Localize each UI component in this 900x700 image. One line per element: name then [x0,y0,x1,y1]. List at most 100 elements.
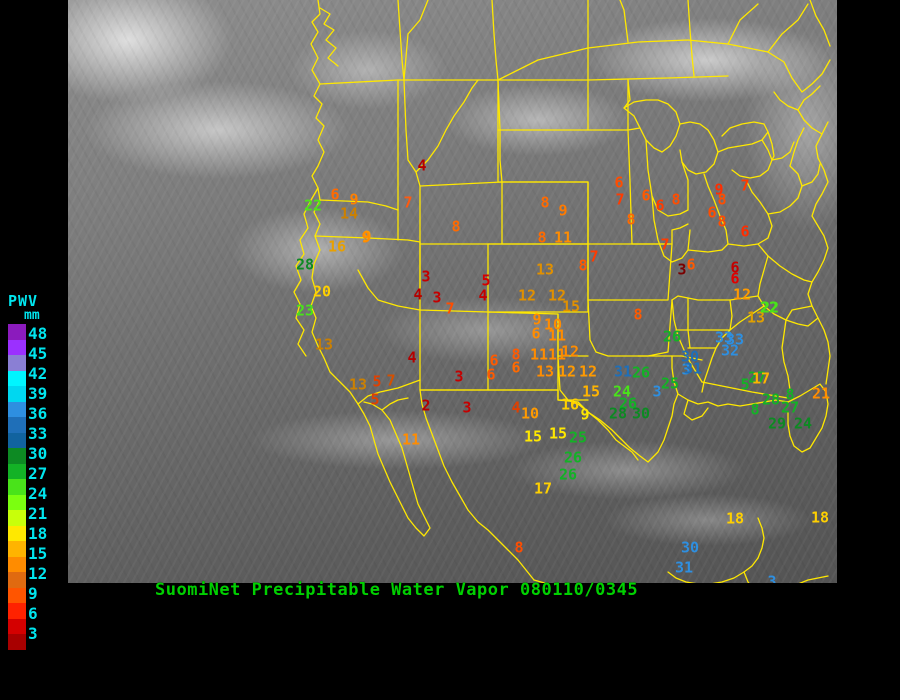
pwv-station-value: 12 [557,362,577,381]
colorbar-swatch [8,587,26,603]
pwv-station-value: 6 [686,255,696,274]
colorbar-tick-labels: 48 45 42 39 36 33 30 27 24 21 18 15 12 9 6 3 [28,324,47,644]
pwv-station-value: 4 [417,156,427,175]
pwv-station-value: 11 [547,326,567,345]
pwv-station-value: 29 [767,414,787,433]
pwv-station-value: 11 [529,345,549,364]
colorbar-swatch [8,386,26,402]
pwv-station-value: 6 [730,269,740,288]
pwv-station-value: 6 [614,173,624,192]
pwv-station-value: 10 [520,404,540,423]
colorbar-units: mm [24,308,40,323]
pwv-station-value: 7 [386,371,396,390]
colorbar-swatch [8,370,26,386]
pwv-station-value: 3 [681,360,691,379]
colorbar-swatch [8,494,26,510]
pwv-station-value: 3 [767,572,777,583]
pwv-station-value: 7 [615,190,625,209]
pwv-station-value: 9 [349,190,359,209]
pwv-station-value: 31 [683,359,703,378]
colorbar-swatch [8,510,26,526]
colorbar-title: PWV [8,292,39,310]
pwv-station-value: 12 [578,362,598,381]
pwv-station-value: 4 [478,286,488,305]
pwv-station-value: 8 [750,400,760,419]
colorbar-tick-label: 48 [28,324,48,343]
pwv-station-value: 9 [714,180,724,199]
colorbar-swatch [8,572,26,588]
pwv-station-value: 12 [732,285,752,304]
pwv-station-value: 4 [511,398,521,417]
colorbar-swatch [8,417,26,433]
colorbar-swatch [8,479,26,495]
colorbar-swatch [8,541,26,557]
pwv-station-value: 7 [589,247,599,266]
pwv-station-value: 31 [613,362,633,381]
pwv-station-value: 9 [558,201,568,220]
pwv-station-value: 4 [407,348,417,367]
pwv-station-value: 3 [421,267,431,286]
pwv-station-value: 7 [740,176,750,195]
pwv-station-value: 12 [517,286,537,305]
colorbar-tick-label: 21 [28,504,48,523]
pwv-station-value: 2 [421,396,431,415]
pwv-station-value: 30 [631,404,651,423]
pwv-station-value: 16 [560,395,580,414]
pwv-station-value: 25 [568,428,588,447]
pwv-station-value: 8 [717,190,727,209]
pwv-station-value: 8 [785,385,795,404]
pwv-station-value: 30 [680,538,700,557]
pwv-station-value: 5 [740,375,750,394]
pwv-station-value: 30 [680,347,700,366]
political-boundaries-overlay [293,0,831,583]
pwv-station-value: 11 [553,228,573,247]
pwv-station-value: 22 [303,196,323,215]
pwv-station-value: 13 [535,362,555,381]
colorbar-tick-label: 15 [28,544,48,563]
pwv-station-value: 28 [608,404,628,423]
colorbar-swatch [8,556,26,572]
colorbar-tick-label: 18 [28,524,48,543]
map-caption: SuomiNet Precipitable Water Vapor 080110… [155,580,639,600]
pwv-station-value: 15 [581,382,601,401]
pwv-station-value: 18 [725,509,745,528]
colorbar-swatch [8,339,26,355]
pwv-station-value: 32 [720,341,740,360]
pwv-station-value: 5 [481,271,491,290]
pwv-station-value: 11 [547,345,567,364]
pwv-station-value: 31 [674,558,694,577]
pwv-station-value: 7 [403,193,413,212]
pwv-station-value: 18 [810,508,830,527]
pwv-station-value: 13 [746,308,766,327]
pwv-station-value: 28 [295,255,315,274]
pwv-station-value: 23 [295,301,315,320]
pwv-station-value: 6 [511,358,521,377]
pwv-station-value: 21 [811,384,831,403]
pwv-station-value: 8 [633,305,643,324]
pwv-station-value: 15 [548,424,568,443]
pwv-station-value: 33 [714,328,734,347]
pwv-station-value: 12 [560,342,580,361]
pwv-station-value: 8 [451,217,461,236]
pwv-station-value: 14 [339,204,359,223]
colorbar-swatch [8,324,26,340]
pwv-station-value: 15 [523,427,543,446]
pwv-station-value: 17 [533,479,553,498]
colorbar-swatches [8,324,26,650]
pwv-station-value: 8 [514,538,524,557]
pwv-station-value: 8 [578,256,588,275]
pwv-station-value: 6 [730,258,740,277]
pwv-station-value: 13 [314,335,334,354]
pwv-colorbar: PWV mm 48 45 42 39 36 33 30 27 24 21 18 15 12 9 6 3 [0,292,66,650]
pwv-station-value: 8 [540,193,550,212]
colorbar-tick-label: 42 [28,364,48,383]
pwv-station-value: 9 [362,227,372,246]
pwv-station-value: 5 [372,372,382,391]
pwv-station-value: 3 [652,382,662,401]
pwv-station-value: 6 [740,222,750,241]
pwv-station-value: 22 [760,298,780,317]
pwv-station-value: 24 [793,414,813,433]
pwv-station-value: 16 [327,237,347,256]
pwv-station-value: 22 [759,298,779,317]
